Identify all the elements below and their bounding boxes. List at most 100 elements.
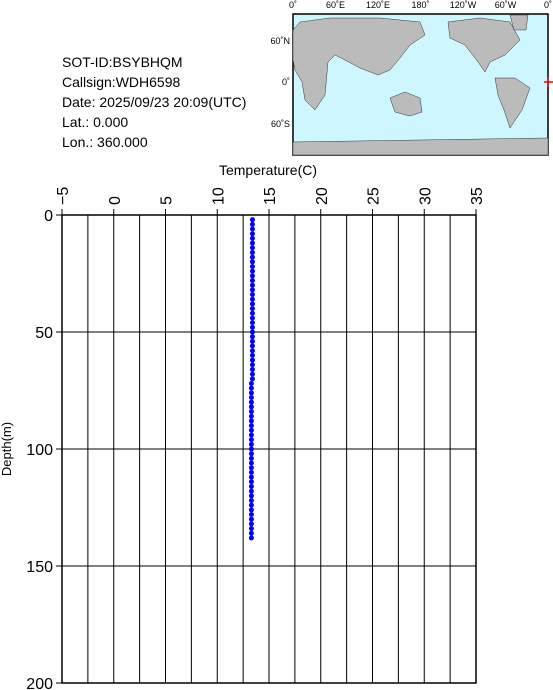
map-lon-label: 60˚W <box>495 0 517 10</box>
point <box>248 423 254 429</box>
point <box>249 343 255 349</box>
y-tick-label: 0 <box>44 208 53 225</box>
point <box>248 497 254 503</box>
point <box>249 292 255 298</box>
point <box>249 240 255 246</box>
point <box>248 380 254 386</box>
point <box>248 446 254 452</box>
map-lon-label: 120˚E <box>366 0 390 10</box>
point <box>249 226 255 232</box>
point <box>248 409 254 415</box>
point <box>248 465 254 471</box>
x-tick-label: 20 <box>314 187 331 205</box>
info: SOT-ID:BSYBHQM Callsign:WDH6598 Date: 2025… <box>62 54 246 150</box>
point <box>248 516 254 522</box>
point <box>248 507 254 513</box>
point <box>249 362 255 368</box>
point <box>249 259 255 265</box>
map-lat-label: 60˚N <box>270 36 290 46</box>
map-lon-label: 0˚ <box>289 0 297 10</box>
info-line: SOT-ID:BSYBHQM <box>62 54 183 70</box>
map-lon-label: 60˚E <box>326 0 345 10</box>
point <box>248 399 254 405</box>
point <box>249 287 255 293</box>
y-tick-label: 150 <box>26 559 53 576</box>
point <box>248 512 254 518</box>
point <box>248 502 254 508</box>
point <box>248 460 254 466</box>
x-tick-label: 15 <box>262 187 279 205</box>
info-line: Lon.: 360.000 <box>62 134 148 150</box>
point <box>249 249 255 255</box>
map-lon-label: 180˚ <box>411 0 429 10</box>
point <box>248 427 254 433</box>
x-axis-label: Temperature(C) <box>219 162 317 178</box>
point <box>249 282 255 288</box>
map-land <box>292 14 549 156</box>
x-tick-label: 10 <box>210 187 227 205</box>
x-tick-label: 30 <box>417 187 434 205</box>
x-tick-label: 0 <box>107 196 124 205</box>
point <box>249 348 255 354</box>
point <box>248 521 254 527</box>
point <box>248 432 254 438</box>
y-tick-label: 100 <box>26 442 53 459</box>
x-tick-label: −5 <box>55 187 72 205</box>
point <box>249 296 255 302</box>
point <box>248 526 254 532</box>
point <box>248 451 254 457</box>
point <box>248 474 254 480</box>
y-axis-label: Depth(m) <box>0 422 14 476</box>
point <box>249 221 255 227</box>
x-tick-label: 5 <box>159 196 176 205</box>
y-tick-label: 50 <box>35 325 53 342</box>
point <box>249 306 255 312</box>
point <box>249 268 255 274</box>
point <box>248 493 254 499</box>
point <box>249 235 255 241</box>
point <box>248 483 254 489</box>
point <box>249 254 255 260</box>
point <box>248 418 254 424</box>
point <box>249 320 255 326</box>
point <box>249 338 255 344</box>
point <box>248 385 254 391</box>
point <box>249 278 255 284</box>
point <box>249 352 255 358</box>
point <box>248 395 254 401</box>
point <box>248 469 254 475</box>
point <box>249 315 255 321</box>
x-tick-label: 35 <box>469 187 486 205</box>
point <box>249 371 255 377</box>
point <box>248 437 254 443</box>
info-line: Lat.: 0.000 <box>62 114 128 130</box>
point <box>249 329 255 335</box>
map-labels: 0˚ 60˚E 120˚E 180˚ 120˚W 60˚W 0˚ 60˚N 0˚ 60˚S <box>270 0 552 129</box>
map-lon-label: 120˚W <box>450 0 477 10</box>
point <box>248 390 254 396</box>
point <box>248 535 254 541</box>
point <box>249 376 255 382</box>
point <box>248 441 254 447</box>
point <box>249 310 255 316</box>
info-line: Date: 2025/09/23 20:09(UTC) <box>62 94 246 110</box>
point <box>249 324 255 330</box>
x-tick-label: 25 <box>366 187 383 205</box>
y-tick-label: 200 <box>26 676 53 690</box>
point <box>248 488 254 494</box>
map-lat-label: 60˚S <box>271 119 290 129</box>
point <box>249 231 255 237</box>
point <box>249 334 255 340</box>
point <box>249 301 255 307</box>
point <box>249 366 255 372</box>
info-line: Callsign:WDH6598 <box>62 74 180 90</box>
map <box>292 13 553 156</box>
point <box>249 357 255 363</box>
point <box>249 273 255 279</box>
point <box>248 455 254 461</box>
point <box>248 530 254 536</box>
point <box>249 263 255 269</box>
map-lon-label: 0˚ <box>544 0 552 10</box>
point <box>248 413 254 419</box>
